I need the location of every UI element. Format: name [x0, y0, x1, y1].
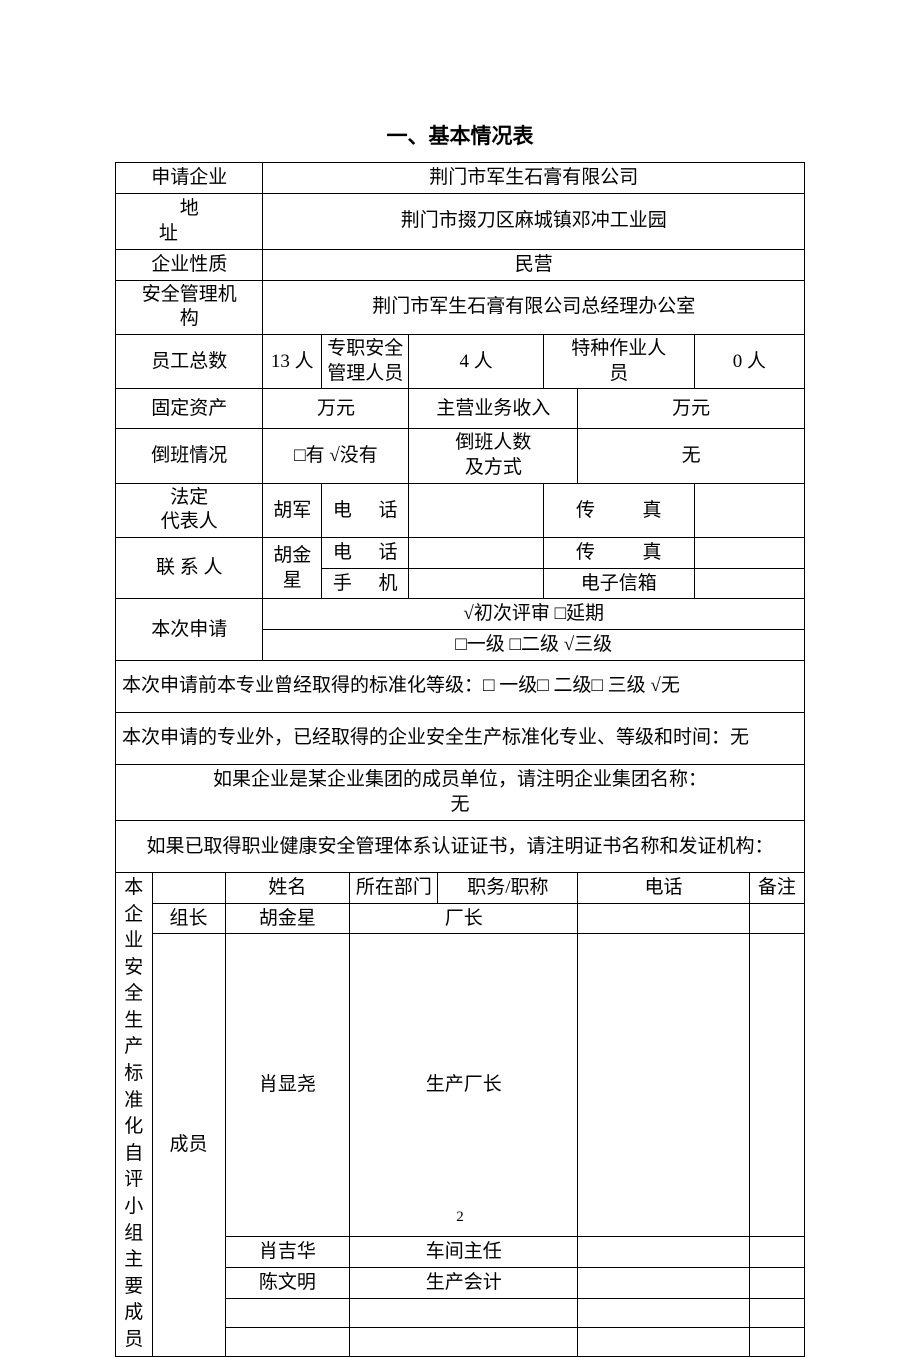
label-legal-fax: 传真: [543, 483, 694, 537]
m2-name: 肖吉华: [225, 1237, 350, 1268]
label-contact-fax: 传真: [543, 538, 694, 569]
value-address: 荆门市掇刀区麻城镇邓冲工业园: [263, 193, 805, 249]
label-shift-count: 倒班人数及方式: [409, 429, 578, 483]
m5-position: [350, 1327, 578, 1356]
value-contact-fax: [694, 538, 804, 569]
label-legal-phone: 电话: [322, 483, 409, 537]
label-contact-email: 电子信箱: [543, 568, 694, 599]
col-role: [152, 872, 225, 903]
m2-remark: [749, 1237, 804, 1268]
row-prev-level: 本次申请前本专业曾经取得的标准化等级：□ 一级□ 二级□ 三级 √无: [116, 660, 805, 712]
m5-remark: [749, 1327, 804, 1356]
label-safety-org: 安全管理机构: [116, 280, 263, 334]
value-contact-phone: [409, 538, 543, 569]
m5-name: [225, 1327, 350, 1356]
m1-name: 肖显尧: [225, 934, 350, 1237]
label-address: 地址: [116, 193, 263, 249]
col-remark: 备注: [749, 872, 804, 903]
label-contact-mobile: 手机: [322, 568, 409, 599]
m2-position: 车间主任: [350, 1237, 578, 1268]
m1-phone: [578, 934, 750, 1237]
label-contact: 联 系 人: [116, 538, 263, 599]
value-emp-total: 13 人: [263, 334, 322, 388]
label-self-eval: 本企业安全生产标准化自评小组主要成员: [116, 872, 153, 1356]
leader-phone: [578, 903, 750, 934]
label-legal-rep: 法定代表人: [116, 483, 263, 537]
value-apply-level: □一级 □二级 √三级: [263, 629, 805, 660]
leader-position: 厂长: [350, 903, 578, 934]
label-emp-total: 员工总数: [116, 334, 263, 388]
value-legal-phone: [409, 483, 543, 537]
m3-position: 生产会计: [350, 1267, 578, 1298]
label-safety-mgr: 专职安全管理人员: [322, 334, 409, 388]
m3-name: 陈文明: [225, 1267, 350, 1298]
m4-name: [225, 1298, 350, 1327]
label-company: 申请企业: [116, 163, 263, 194]
col-phone: 电话: [578, 872, 750, 903]
label-fixed-assets: 固定资产: [116, 389, 263, 429]
page-number: 2: [0, 1209, 920, 1226]
value-safety-mgr: 4 人: [409, 334, 543, 388]
value-contact-mobile: [409, 568, 543, 599]
m4-position: [350, 1298, 578, 1327]
leader-remark: [749, 903, 804, 934]
m3-remark: [749, 1267, 804, 1298]
m3-phone: [578, 1267, 750, 1298]
value-safety-org: 荆门市军生石膏有限公司总经理办公室: [263, 280, 805, 334]
label-contact-phone: 电话: [322, 538, 409, 569]
basic-info-table: 申请企业 荆门市军生石膏有限公司 地址 荆门市掇刀区麻城镇邓冲工业园 企业性质 …: [115, 162, 805, 1357]
label-special-worker: 特种作业人员: [543, 334, 694, 388]
role-leader: 组长: [152, 903, 225, 934]
label-this-apply: 本次申请: [116, 599, 263, 660]
value-shift: □有 √没有: [263, 429, 409, 483]
row-other-cert: 本次申请的专业外，已经取得的企业安全生产标准化专业、等级和时间：无: [116, 712, 805, 764]
value-legal-fax: [694, 483, 804, 537]
m2-phone: [578, 1237, 750, 1268]
value-company: 荆门市军生石膏有限公司: [263, 163, 805, 194]
value-contact-email: [694, 568, 804, 599]
label-main-income: 主营业务收入: [409, 389, 578, 429]
m1-position: 生产厂长: [350, 934, 578, 1237]
m5-phone: [578, 1327, 750, 1356]
col-position: 职务/职称: [438, 872, 578, 903]
m4-remark: [749, 1298, 804, 1327]
value-shift-count: 无: [578, 429, 805, 483]
value-special-worker: 0 人: [694, 334, 804, 388]
m4-phone: [578, 1298, 750, 1327]
value-contact: 胡金星: [263, 538, 322, 599]
value-fixed-assets: 万元: [263, 389, 409, 429]
label-nature: 企业性质: [116, 249, 263, 280]
value-main-income: 万元: [578, 389, 805, 429]
value-nature: 民营: [263, 249, 805, 280]
row-ohsms: 如果已取得职业健康安全管理体系认证证书，请注明证书名称和发证机构：: [116, 820, 805, 872]
label-shift: 倒班情况: [116, 429, 263, 483]
leader-name: 胡金星: [225, 903, 350, 934]
col-dept: 所在部门: [350, 872, 438, 903]
row-group: 如果企业是某企业集团的成员单位，请注明企业集团名称：无: [116, 764, 805, 820]
m1-remark: [749, 934, 804, 1237]
value-legal-rep: 胡军: [263, 483, 322, 537]
role-member: 成员: [152, 934, 225, 1356]
value-apply-type: √初次评审 □延期: [263, 599, 805, 630]
page-title: 一、基本情况表: [115, 120, 805, 150]
col-name: 姓名: [225, 872, 350, 903]
